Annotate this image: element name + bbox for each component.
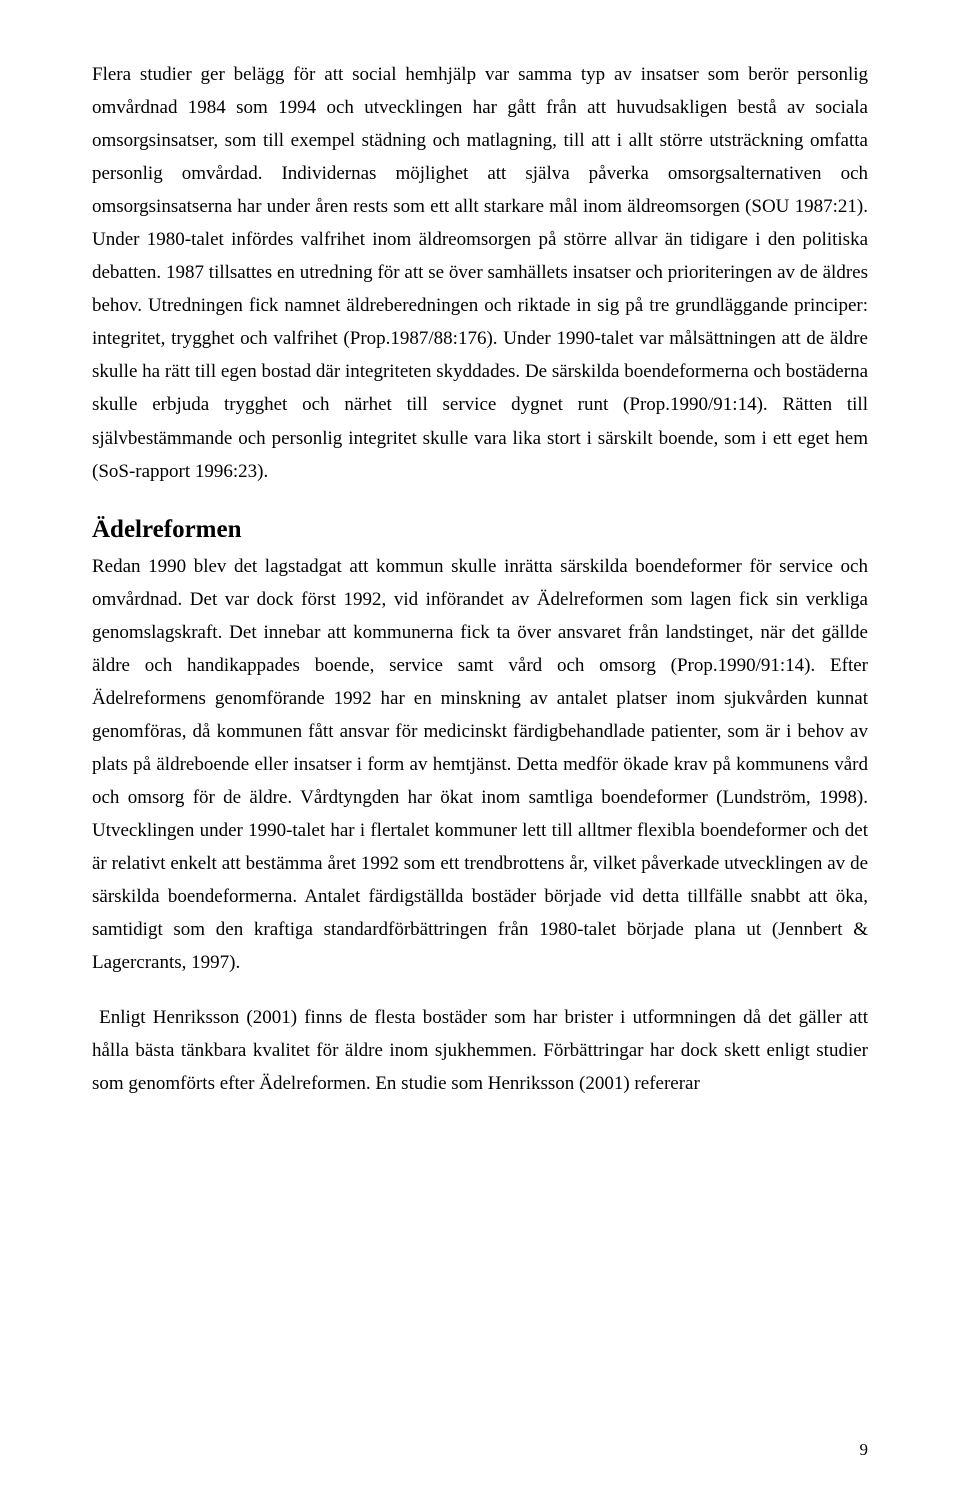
body-paragraph-2: Redan 1990 blev det lagstadgat att kommu…: [92, 550, 868, 980]
body-paragraph-1: Flera studier ger belägg för att social …: [92, 58, 868, 488]
document-page: Flera studier ger belägg för att social …: [0, 0, 960, 1492]
body-paragraph-3: Enligt Henriksson (2001) finns de flesta…: [92, 1001, 868, 1100]
section-heading: Ädelreformen: [92, 516, 868, 544]
page-number: 9: [860, 1440, 869, 1460]
